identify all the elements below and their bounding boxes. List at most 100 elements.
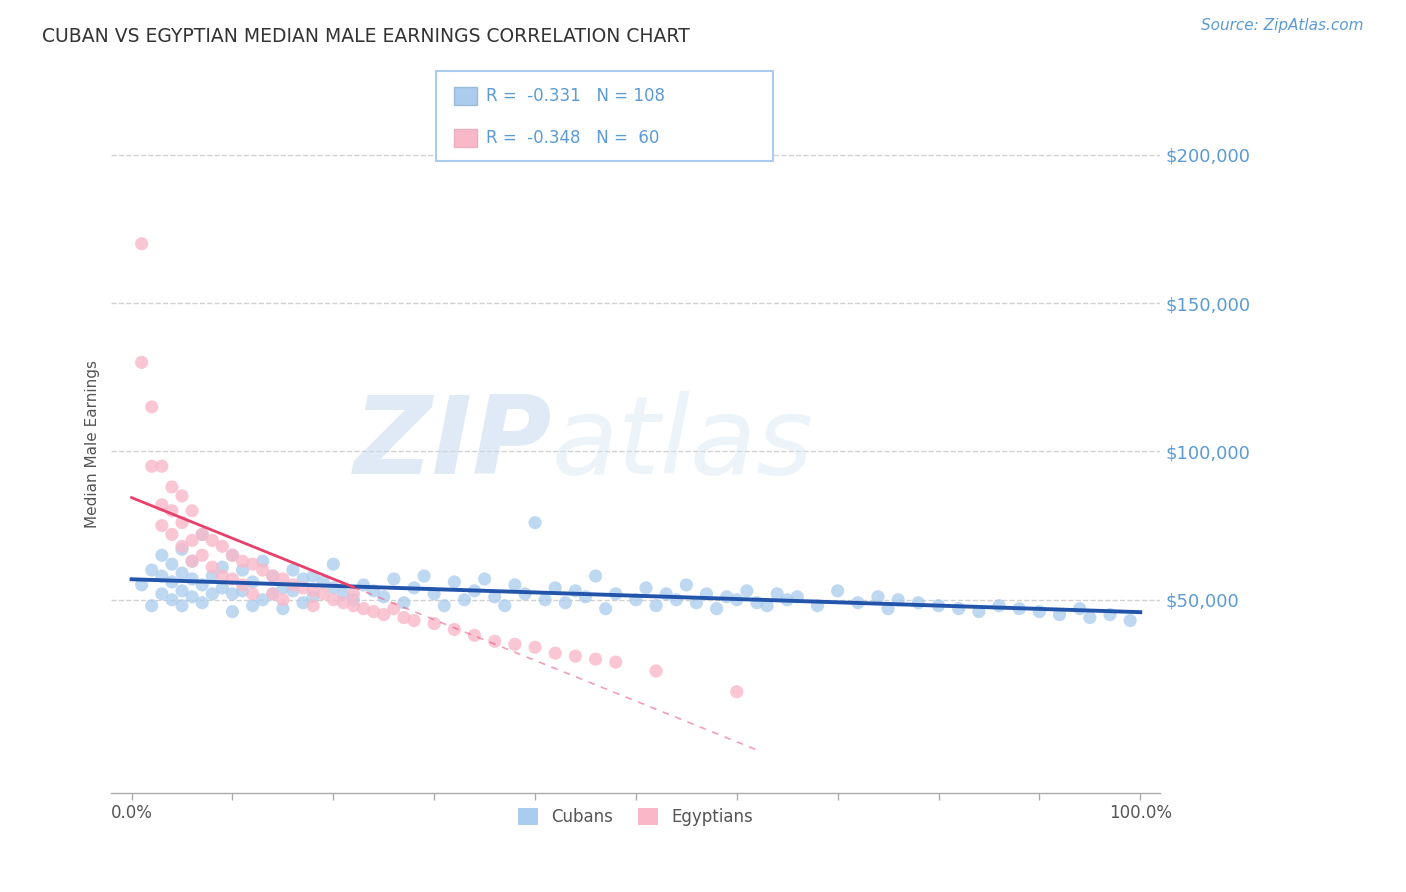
Point	[392, 610, 415, 624]
Point	[221, 572, 243, 586]
Point	[1098, 607, 1121, 622]
Point	[665, 592, 688, 607]
Point	[524, 516, 547, 530]
Point	[756, 599, 779, 613]
Point	[1049, 607, 1071, 622]
Point	[232, 583, 254, 598]
Point	[292, 581, 315, 595]
Point	[232, 563, 254, 577]
Point	[131, 355, 153, 369]
Point	[967, 605, 990, 619]
Point	[766, 587, 789, 601]
Point	[363, 605, 385, 619]
Point	[503, 637, 526, 651]
Point	[271, 601, 294, 615]
Point	[382, 601, 405, 615]
Point	[131, 578, 153, 592]
Point	[564, 583, 586, 598]
Point	[544, 646, 567, 660]
Point	[170, 583, 193, 598]
Point	[160, 592, 183, 607]
Text: atlas: atlas	[553, 392, 814, 497]
Point	[373, 590, 395, 604]
Legend: Cubans, Egyptians: Cubans, Egyptians	[512, 802, 761, 833]
Point	[312, 587, 335, 601]
Point	[252, 554, 274, 568]
Point	[595, 601, 617, 615]
Point	[211, 539, 233, 553]
Point	[322, 581, 344, 595]
Point	[281, 583, 304, 598]
Point	[474, 572, 496, 586]
Point	[201, 533, 224, 548]
Point	[232, 554, 254, 568]
Point	[271, 581, 294, 595]
Point	[342, 592, 364, 607]
Point	[242, 557, 264, 571]
Point	[1008, 601, 1031, 615]
Point	[170, 539, 193, 553]
Point	[242, 587, 264, 601]
Point	[585, 652, 607, 666]
Point	[624, 592, 647, 607]
Point	[696, 587, 718, 601]
Point	[484, 590, 506, 604]
Point	[271, 592, 294, 607]
Point	[292, 596, 315, 610]
Point	[786, 590, 808, 604]
Point	[675, 578, 697, 592]
Point	[685, 596, 707, 610]
Point	[302, 569, 325, 583]
Point	[464, 583, 486, 598]
Point	[150, 498, 173, 512]
Point	[373, 607, 395, 622]
Y-axis label: Median Male Earnings: Median Male Earnings	[86, 360, 100, 528]
Point	[242, 599, 264, 613]
Point	[988, 599, 1011, 613]
Point	[191, 578, 214, 592]
Point	[160, 504, 183, 518]
Point	[725, 685, 748, 699]
Point	[735, 583, 758, 598]
Point	[191, 596, 214, 610]
Point	[191, 527, 214, 541]
Point	[221, 605, 243, 619]
Point	[271, 572, 294, 586]
Point	[252, 563, 274, 577]
Point	[141, 563, 163, 577]
Point	[332, 587, 354, 601]
Point	[725, 592, 748, 607]
Point	[776, 592, 799, 607]
Point	[302, 583, 325, 598]
Point	[706, 601, 728, 615]
Point	[827, 583, 849, 598]
Point	[181, 590, 204, 604]
Point	[131, 236, 153, 251]
Point	[645, 599, 668, 613]
Point	[201, 587, 224, 601]
Point	[413, 569, 436, 583]
Point	[292, 572, 315, 586]
Point	[605, 587, 627, 601]
Point	[503, 578, 526, 592]
Point	[1028, 605, 1050, 619]
Point	[322, 592, 344, 607]
Point	[605, 655, 627, 669]
Point	[221, 548, 243, 562]
Point	[1119, 614, 1142, 628]
Point	[181, 554, 204, 568]
Point	[443, 574, 465, 589]
Point	[191, 548, 214, 562]
Text: R =  -0.331   N = 108: R = -0.331 N = 108	[486, 87, 665, 105]
Point	[363, 583, 385, 598]
Point	[150, 518, 173, 533]
Point	[281, 563, 304, 577]
Point	[332, 596, 354, 610]
Point	[524, 640, 547, 655]
Text: ZIP: ZIP	[354, 391, 553, 497]
Point	[554, 596, 576, 610]
Point	[513, 587, 536, 601]
Point	[252, 592, 274, 607]
Point	[464, 628, 486, 642]
Point	[806, 599, 828, 613]
